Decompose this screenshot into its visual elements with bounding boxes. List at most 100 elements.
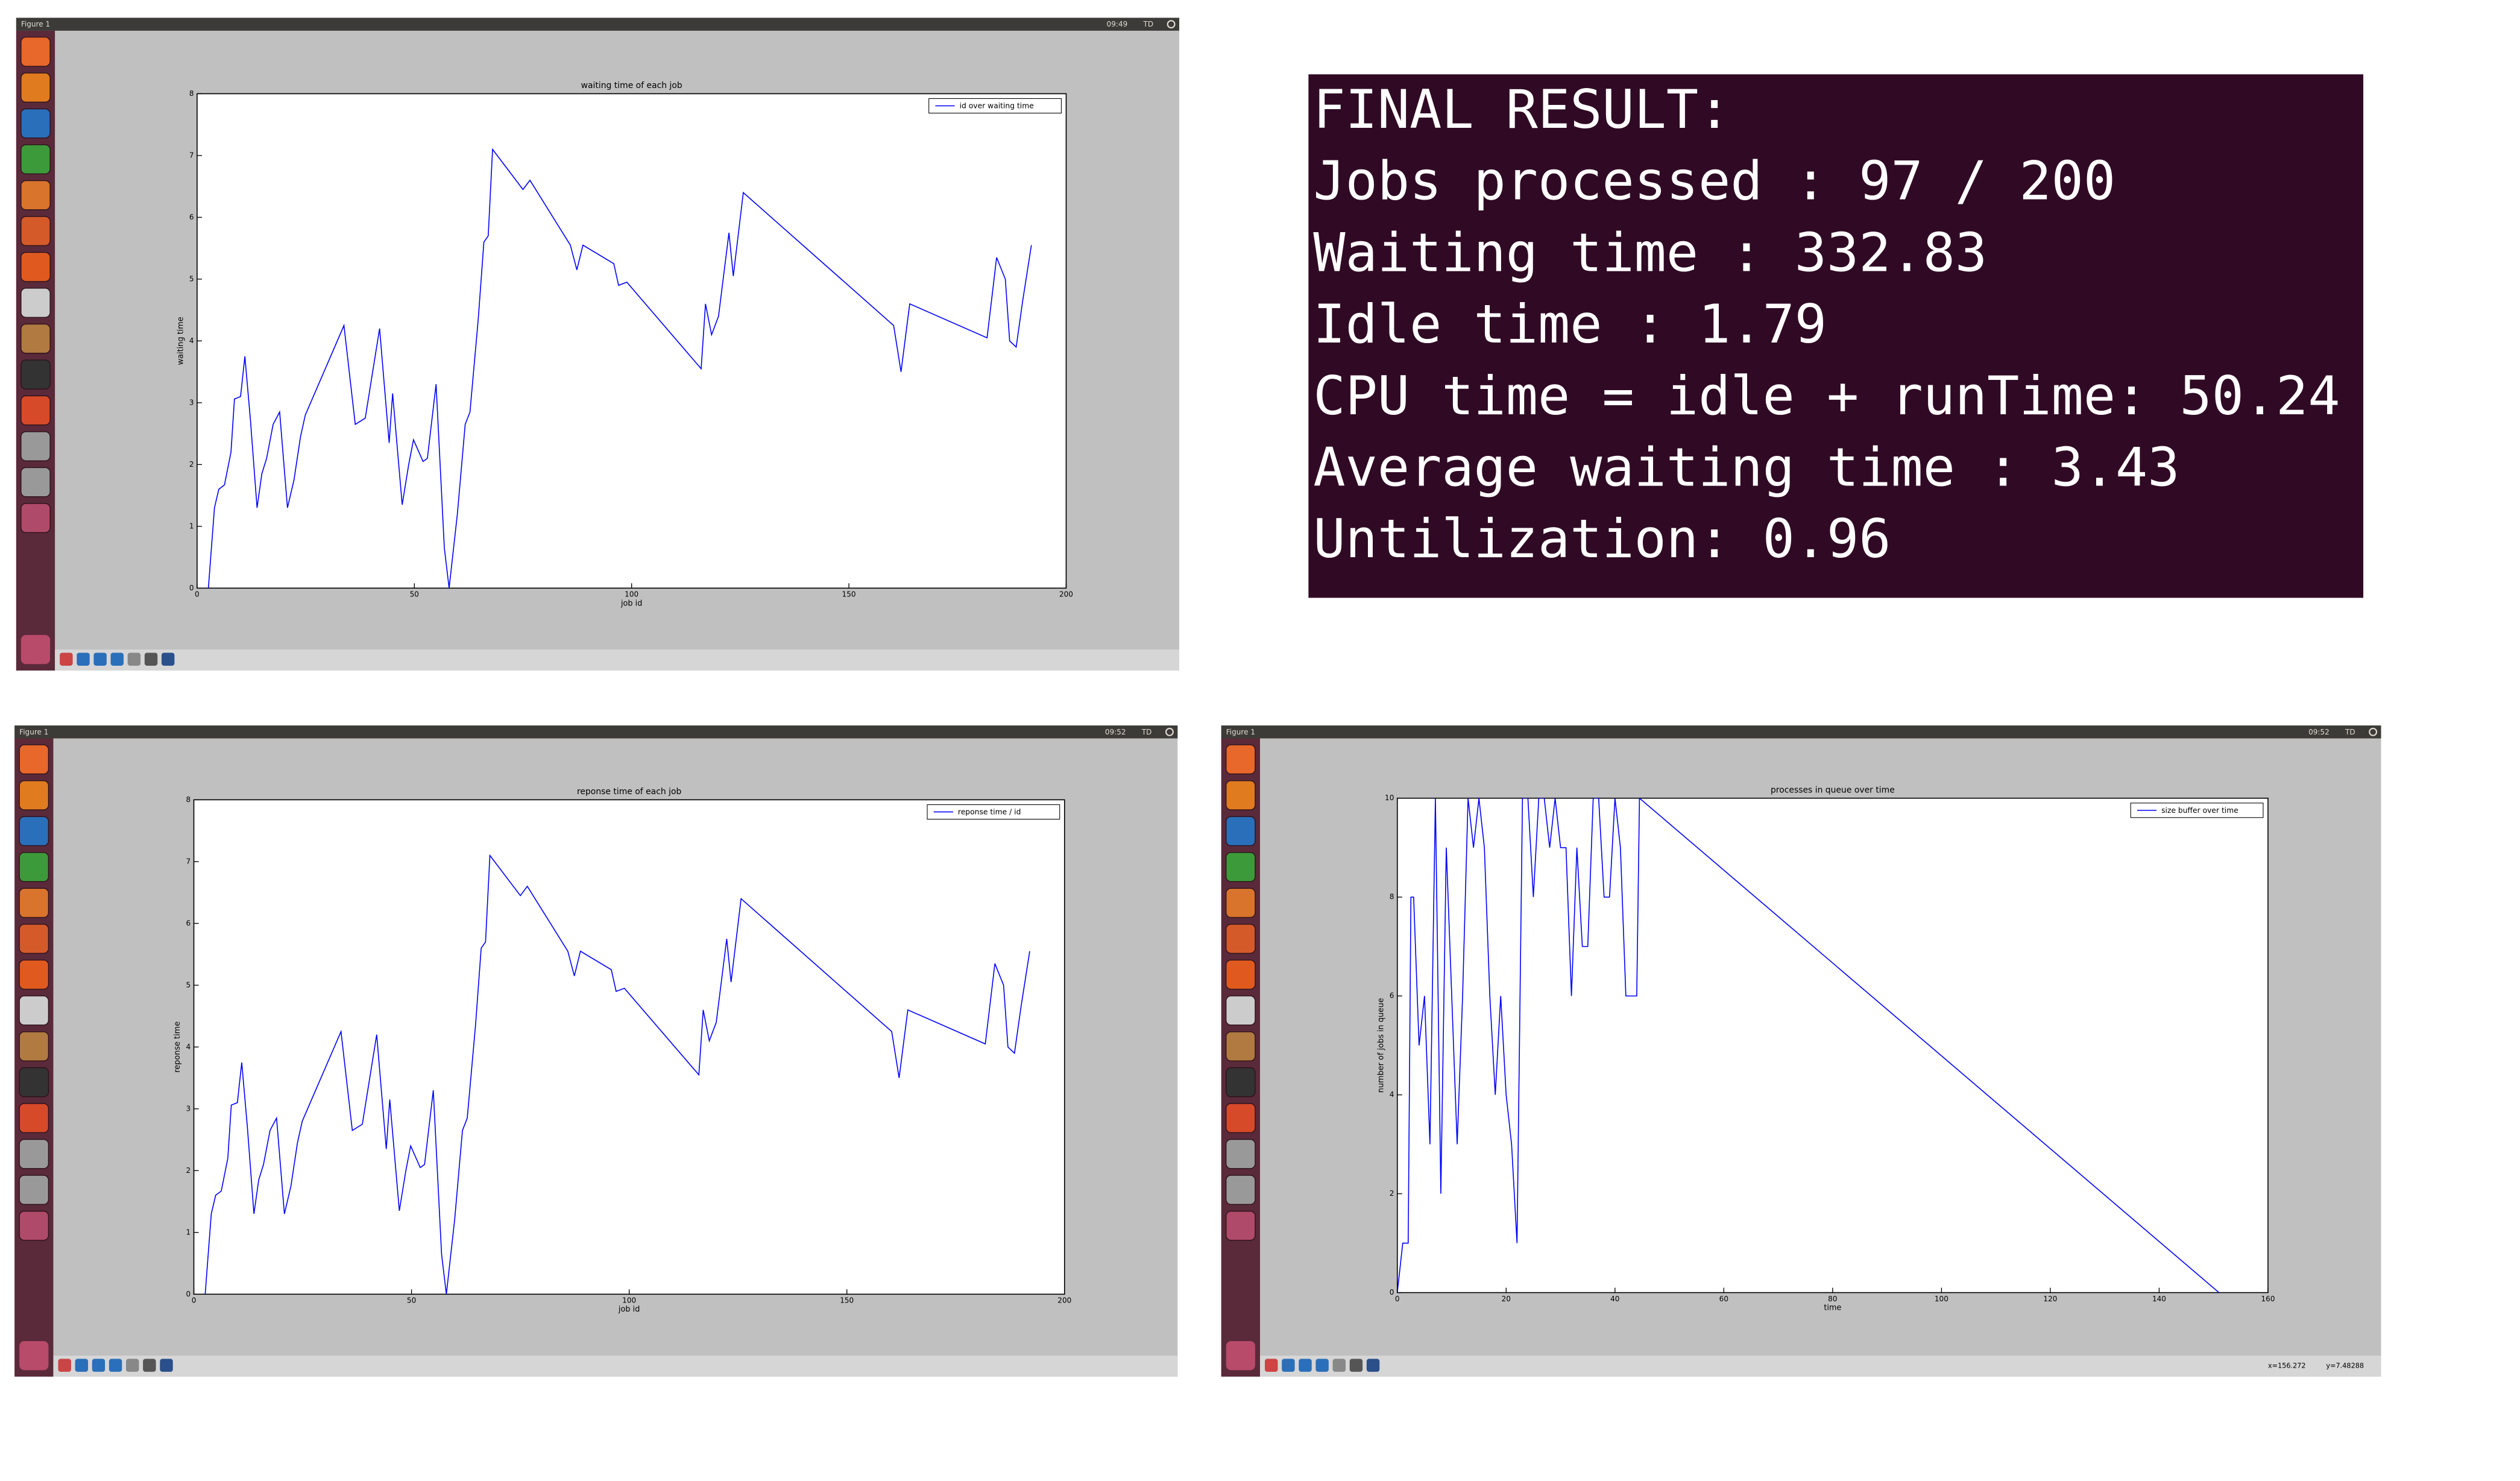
panel-gear [2369, 727, 2378, 736]
toolbar-button[interactable] [1332, 1359, 1346, 1372]
data-line [207, 148, 1032, 589]
launcher-icon[interactable] [20, 72, 51, 103]
data-line [1397, 798, 2220, 1293]
launcher-icon[interactable] [1226, 888, 1256, 918]
launcher-icon[interactable] [19, 816, 49, 847]
toolbar-button[interactable] [1315, 1359, 1329, 1372]
toolbar-button[interactable] [1265, 1359, 1278, 1372]
toolbar-button[interactable] [161, 652, 175, 666]
launcher-icon[interactable] [20, 323, 51, 354]
x-tick-label: 40 [1610, 1295, 1619, 1303]
toolbar-button[interactable] [93, 652, 107, 666]
toolbar-button[interactable] [109, 1359, 122, 1372]
y-tick-label: 2 [1390, 1189, 1394, 1198]
launcher-icon[interactable] [20, 431, 51, 461]
launcher-icon[interactable] [1226, 780, 1256, 810]
toolbar-button[interactable] [1282, 1359, 1295, 1372]
toolbar-button[interactable] [144, 652, 158, 666]
launcher-icon[interactable] [20, 36, 51, 67]
launcher-icon[interactable] [20, 144, 51, 174]
toolbar-button[interactable] [77, 652, 90, 666]
x-axis-label: job id [620, 599, 642, 608]
y-tick-label: 8 [1390, 892, 1394, 901]
x-tick-label: 150 [840, 1296, 854, 1304]
launcher-icon[interactable] [1226, 1175, 1256, 1205]
toolbar-button[interactable] [75, 1359, 89, 1372]
y-tick-label: 0 [189, 584, 194, 592]
launcher-icon[interactable] [20, 359, 51, 390]
terminal-panel [1308, 74, 2364, 598]
launcher-icon[interactable] [19, 923, 49, 954]
launcher-icon[interactable] [20, 395, 51, 426]
launcher-icon[interactable] [19, 852, 49, 882]
launcher-icon[interactable] [19, 888, 49, 918]
launcher-icon[interactable] [1226, 995, 1256, 1026]
x-tick-label: 200 [1059, 590, 1073, 599]
launcher-icon[interactable] [1226, 923, 1256, 954]
cursor-status: y=7.48288 [2326, 1362, 2364, 1369]
launcher-icon[interactable] [19, 744, 49, 775]
launcher-icon[interactable] [19, 959, 49, 990]
panel-user: TD [1143, 20, 1154, 28]
launcher-icon[interactable] [1226, 1067, 1256, 1097]
x-tick-label: 50 [407, 1296, 416, 1304]
launcher-icon[interactable] [19, 995, 49, 1026]
launcher-icon[interactable] [19, 1031, 49, 1062]
launcher-icon[interactable] [20, 108, 51, 139]
launcher-icon[interactable] [1226, 1103, 1256, 1133]
x-tick-label: 20 [1502, 1295, 1511, 1303]
toolbar-button[interactable] [1349, 1359, 1363, 1372]
toolbar [53, 1356, 1178, 1377]
toolbar-button[interactable] [1366, 1359, 1380, 1372]
legend-label: reponse time / id [958, 807, 1021, 816]
trash-icon[interactable] [1226, 1340, 1255, 1371]
y-tick-label: 0 [1390, 1288, 1394, 1296]
launcher-icon[interactable] [20, 467, 51, 497]
chart-title: reponse time of each job [577, 787, 682, 797]
x-tick-label: 0 [1395, 1295, 1400, 1303]
launcher-icon[interactable] [20, 288, 51, 318]
y-tick-label: 2 [186, 1166, 191, 1175]
x-axis-label: time [1824, 1304, 1841, 1313]
toolbar-button[interactable] [143, 1359, 156, 1372]
launcher-icon[interactable] [1226, 959, 1256, 990]
toolbar-button[interactable] [110, 652, 124, 666]
y-tick-label: 1 [186, 1228, 191, 1236]
y-axis-label: number of jobs in queue [1376, 998, 1385, 1093]
toolbar-button[interactable] [60, 652, 73, 666]
trash-icon[interactable] [19, 1340, 49, 1371]
launcher-icon[interactable] [1226, 1031, 1256, 1062]
y-tick-label: 7 [189, 151, 194, 159]
launcher-icon[interactable] [19, 1067, 49, 1097]
launcher-icon[interactable] [20, 251, 51, 282]
launcher-icon[interactable] [1226, 1210, 1256, 1241]
toolbar [1260, 1356, 2381, 1377]
y-tick-label: 6 [189, 213, 194, 221]
trash-icon[interactable] [20, 635, 51, 665]
launcher-icon[interactable] [19, 1103, 49, 1133]
toolbar-button[interactable] [92, 1359, 106, 1372]
launcher-icon[interactable] [19, 1138, 49, 1169]
y-tick-label: 8 [189, 89, 194, 98]
plot-area [1396, 797, 2269, 1293]
x-tick-label: 120 [2043, 1295, 2057, 1303]
toolbar-button[interactable] [1299, 1359, 1312, 1372]
toolbar-button[interactable] [160, 1359, 173, 1372]
launcher-icon[interactable] [19, 1210, 49, 1241]
launcher-icon[interactable] [1226, 744, 1256, 775]
launcher-icon[interactable] [1226, 816, 1256, 847]
y-tick-label: 4 [1390, 1090, 1394, 1099]
launcher-icon[interactable] [20, 216, 51, 246]
launcher-icon[interactable] [1226, 852, 1256, 882]
toolbar-button[interactable] [127, 652, 141, 666]
window-title: Figure 1 [19, 728, 48, 736]
launcher-icon[interactable] [1226, 1138, 1256, 1169]
launcher-icon[interactable] [20, 503, 51, 533]
plot-area [197, 93, 1067, 589]
launcher-icon[interactable] [19, 1175, 49, 1205]
panel-clock: 09:49 [1107, 20, 1128, 28]
launcher-icon[interactable] [20, 180, 51, 210]
launcher-icon[interactable] [19, 780, 49, 810]
toolbar-button[interactable] [126, 1359, 139, 1372]
toolbar-button[interactable] [58, 1359, 71, 1372]
